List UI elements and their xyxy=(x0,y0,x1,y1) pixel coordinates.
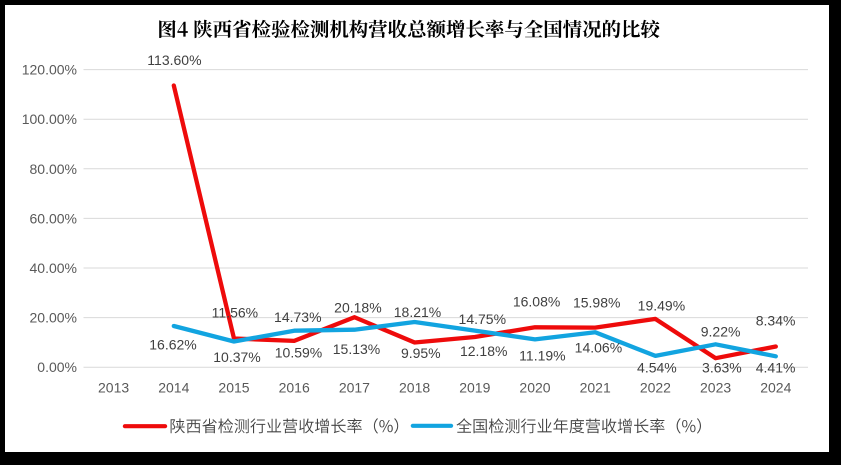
svg-text:16.08%: 16.08% xyxy=(513,294,560,310)
svg-text:11.19%: 11.19% xyxy=(519,347,565,363)
svg-text:14.06%: 14.06% xyxy=(575,339,622,355)
svg-text:14.75%: 14.75% xyxy=(459,311,506,327)
svg-text:15.98%: 15.98% xyxy=(573,295,620,311)
svg-text:2022: 2022 xyxy=(640,379,671,395)
svg-text:2023: 2023 xyxy=(700,379,731,395)
svg-text:10.59%: 10.59% xyxy=(275,344,322,360)
svg-text:18.21%: 18.21% xyxy=(394,304,441,320)
svg-text:2016: 2016 xyxy=(279,379,310,395)
svg-text:11.56%: 11.56% xyxy=(212,305,258,321)
svg-text:8.34%: 8.34% xyxy=(756,312,796,328)
svg-text:15.13%: 15.13% xyxy=(333,341,380,357)
svg-text:19.49%: 19.49% xyxy=(638,297,685,313)
svg-text:2021: 2021 xyxy=(580,379,611,395)
svg-text:40.00%: 40.00% xyxy=(30,260,77,276)
svg-text:4.54%: 4.54% xyxy=(637,360,677,376)
svg-text:2017: 2017 xyxy=(339,379,370,395)
svg-text:2013: 2013 xyxy=(98,379,129,395)
svg-text:80.00%: 80.00% xyxy=(30,161,77,177)
svg-text:2019: 2019 xyxy=(459,379,490,395)
svg-text:12.18%: 12.18% xyxy=(460,343,507,359)
svg-text:2024: 2024 xyxy=(760,379,791,395)
svg-text:0.00%: 0.00% xyxy=(37,359,77,375)
svg-text:14.73%: 14.73% xyxy=(274,309,321,325)
svg-text:3.63%: 3.63% xyxy=(702,360,742,376)
svg-text:16.62%: 16.62% xyxy=(149,336,196,352)
svg-text:9.95%: 9.95% xyxy=(401,345,441,361)
svg-text:10.37%: 10.37% xyxy=(213,349,260,365)
svg-text:100.00%: 100.00% xyxy=(22,111,77,127)
svg-text:9.22%: 9.22% xyxy=(701,323,741,339)
svg-text:20.18%: 20.18% xyxy=(334,299,381,315)
svg-text:20.00%: 20.00% xyxy=(30,310,77,326)
svg-text:2020: 2020 xyxy=(519,379,550,395)
svg-text:4.41%: 4.41% xyxy=(756,360,796,376)
svg-text:120.00%: 120.00% xyxy=(22,62,77,78)
svg-text:2014: 2014 xyxy=(158,379,189,395)
svg-text:113.60%: 113.60% xyxy=(147,52,201,68)
svg-text:2018: 2018 xyxy=(399,379,430,395)
svg-text:2015: 2015 xyxy=(218,379,249,395)
svg-text:60.00%: 60.00% xyxy=(30,210,77,226)
